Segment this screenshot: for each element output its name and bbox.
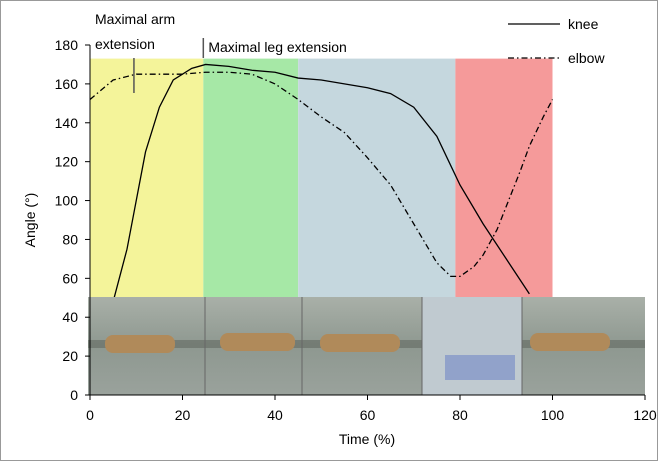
photo-strip: [88, 297, 645, 395]
annotation-text: extension: [95, 36, 155, 52]
y-tick-label: 20: [62, 348, 78, 364]
y-axis-label: Angle (°): [22, 193, 38, 248]
x-tick-label: 80: [452, 407, 468, 423]
y-tick-label: 80: [62, 231, 78, 247]
x-tick-label: 20: [175, 407, 191, 423]
x-tick-label: 40: [267, 407, 283, 423]
chart: 020406080100120140160180020406080100120 …: [0, 0, 658, 461]
x-tick-label: 120: [633, 407, 657, 423]
legend-label: knee: [568, 16, 599, 32]
y-tick-label: 60: [62, 270, 78, 286]
x-tick-label: 0: [86, 407, 94, 423]
x-tick-label: 60: [360, 407, 376, 423]
legend-label: elbow: [568, 50, 605, 66]
y-tick-label: 120: [55, 154, 79, 170]
y-tick-label: 100: [55, 193, 79, 209]
x-axis-label: Time (%): [339, 431, 395, 447]
y-tick-label: 140: [55, 115, 79, 131]
y-tick-label: 180: [55, 37, 79, 53]
y-tick-label: 160: [55, 76, 79, 92]
y-tick-label: 40: [62, 309, 78, 325]
x-tick-label: 100: [541, 407, 565, 423]
y-tick-label: 0: [70, 387, 78, 403]
annotation-text: Maximal arm: [95, 11, 175, 27]
annotation-text: Maximal leg extension: [208, 39, 347, 55]
